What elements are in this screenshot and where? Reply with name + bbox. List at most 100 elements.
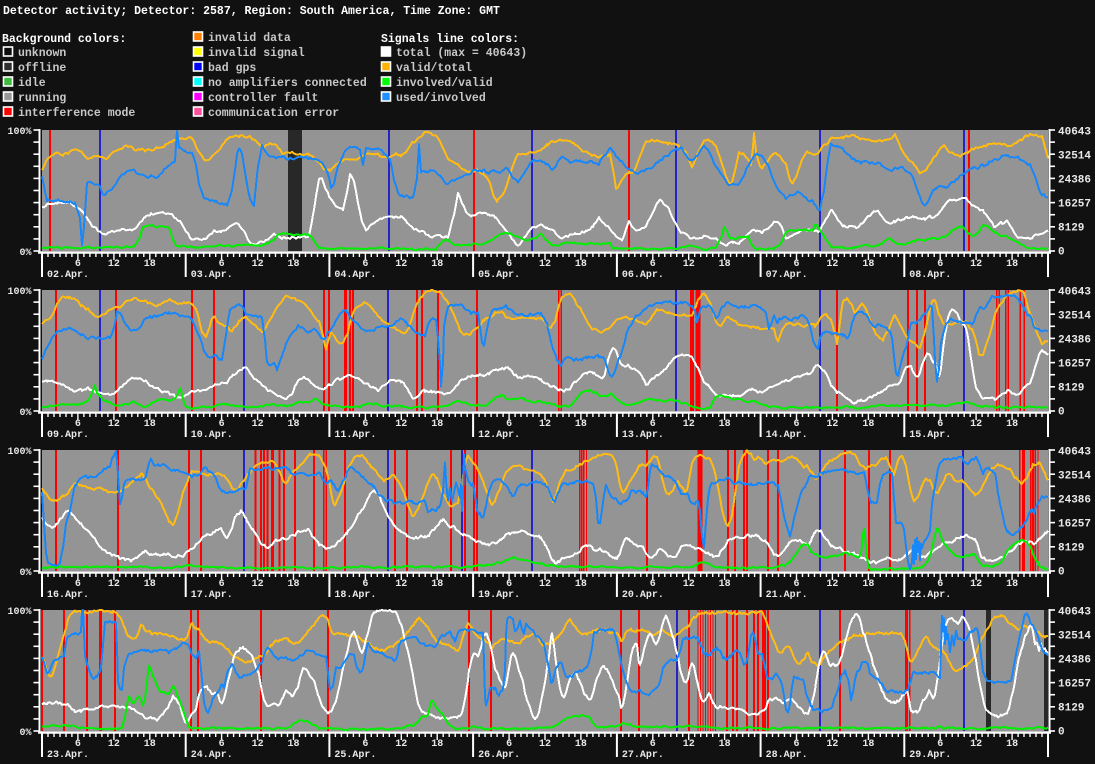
svg-text:12: 12 bbox=[539, 259, 551, 270]
svg-text:6: 6 bbox=[219, 739, 225, 750]
svg-text:0%: 0% bbox=[19, 248, 31, 259]
svg-text:18: 18 bbox=[1006, 419, 1018, 430]
svg-text:24386: 24386 bbox=[1058, 655, 1091, 667]
svg-text:12: 12 bbox=[826, 259, 838, 270]
svg-text:12: 12 bbox=[826, 419, 838, 430]
svg-text:24.Apr.: 24.Apr. bbox=[191, 750, 233, 761]
svg-text:6: 6 bbox=[219, 419, 225, 430]
svg-text:18: 18 bbox=[1006, 259, 1018, 270]
svg-text:18.Apr.: 18.Apr. bbox=[334, 590, 376, 601]
svg-text:6: 6 bbox=[75, 259, 81, 270]
svg-text:8129: 8129 bbox=[1058, 383, 1084, 395]
svg-text:22.Apr.: 22.Apr. bbox=[909, 590, 951, 601]
svg-text:18: 18 bbox=[862, 419, 874, 430]
svg-text:05.Apr.: 05.Apr. bbox=[478, 270, 520, 281]
svg-text:6: 6 bbox=[937, 259, 943, 270]
svg-text:28.Apr.: 28.Apr. bbox=[766, 750, 808, 761]
svg-text:12: 12 bbox=[395, 259, 407, 270]
svg-text:controller fault: controller fault bbox=[208, 92, 318, 105]
svg-text:12: 12 bbox=[252, 739, 264, 750]
svg-text:6: 6 bbox=[75, 419, 81, 430]
svg-text:15.Apr.: 15.Apr. bbox=[909, 430, 951, 441]
svg-text:07.Apr.: 07.Apr. bbox=[766, 270, 808, 281]
svg-text:involved/valid: involved/valid bbox=[396, 77, 493, 90]
svg-text:18: 18 bbox=[144, 579, 156, 590]
svg-text:total (max = 40643): total (max = 40643) bbox=[396, 47, 527, 60]
svg-text:18: 18 bbox=[144, 419, 156, 430]
svg-text:18: 18 bbox=[862, 579, 874, 590]
svg-text:17.Apr.: 17.Apr. bbox=[191, 590, 233, 601]
svg-text:18: 18 bbox=[431, 259, 443, 270]
svg-text:bad gps: bad gps bbox=[208, 62, 256, 75]
svg-text:16.Apr.: 16.Apr. bbox=[47, 590, 89, 601]
svg-text:valid/total: valid/total bbox=[396, 62, 472, 75]
svg-text:26.Apr.: 26.Apr. bbox=[478, 750, 520, 761]
svg-text:27.Apr.: 27.Apr. bbox=[622, 750, 664, 761]
svg-text:0: 0 bbox=[1058, 567, 1065, 579]
svg-text:18: 18 bbox=[287, 579, 299, 590]
svg-text:18: 18 bbox=[144, 259, 156, 270]
svg-text:18: 18 bbox=[719, 419, 731, 430]
svg-text:6: 6 bbox=[650, 259, 656, 270]
svg-text:18: 18 bbox=[1006, 579, 1018, 590]
svg-text:6: 6 bbox=[506, 419, 512, 430]
svg-text:12: 12 bbox=[539, 739, 551, 750]
svg-text:6: 6 bbox=[650, 739, 656, 750]
svg-text:12: 12 bbox=[970, 259, 982, 270]
svg-text:18: 18 bbox=[575, 259, 587, 270]
svg-text:6: 6 bbox=[937, 419, 943, 430]
svg-text:40643: 40643 bbox=[1058, 607, 1091, 619]
svg-text:13.Apr.: 13.Apr. bbox=[622, 430, 664, 441]
svg-text:18: 18 bbox=[287, 739, 299, 750]
svg-text:Detector activity; Detector: 2: Detector activity; Detector: 2587, Regio… bbox=[3, 5, 500, 18]
svg-text:12: 12 bbox=[970, 419, 982, 430]
svg-text:40643: 40643 bbox=[1058, 287, 1091, 299]
svg-text:24386: 24386 bbox=[1058, 175, 1091, 187]
svg-text:29.Apr.: 29.Apr. bbox=[909, 750, 951, 761]
svg-text:8129: 8129 bbox=[1058, 543, 1084, 555]
svg-text:0%: 0% bbox=[19, 568, 31, 579]
svg-text:16257: 16257 bbox=[1058, 359, 1091, 371]
svg-text:25.Apr.: 25.Apr. bbox=[334, 750, 376, 761]
svg-text:6: 6 bbox=[506, 739, 512, 750]
svg-text:23.Apr.: 23.Apr. bbox=[47, 750, 89, 761]
svg-text:18: 18 bbox=[287, 259, 299, 270]
svg-text:6: 6 bbox=[75, 739, 81, 750]
svg-text:100%: 100% bbox=[7, 447, 31, 458]
svg-text:12: 12 bbox=[539, 579, 551, 590]
svg-text:16257: 16257 bbox=[1058, 679, 1091, 691]
svg-text:12: 12 bbox=[683, 259, 695, 270]
svg-text:offline: offline bbox=[18, 62, 66, 75]
svg-text:24386: 24386 bbox=[1058, 335, 1091, 347]
svg-text:12: 12 bbox=[970, 739, 982, 750]
svg-text:12: 12 bbox=[395, 739, 407, 750]
svg-text:6: 6 bbox=[219, 259, 225, 270]
svg-text:6: 6 bbox=[937, 579, 943, 590]
svg-text:40643: 40643 bbox=[1058, 447, 1091, 459]
svg-text:09.Apr.: 09.Apr. bbox=[47, 430, 89, 441]
svg-text:40643: 40643 bbox=[1058, 127, 1091, 139]
svg-text:18: 18 bbox=[719, 259, 731, 270]
svg-text:18: 18 bbox=[431, 739, 443, 750]
svg-text:12: 12 bbox=[539, 419, 551, 430]
svg-text:no amplifiers connected: no amplifiers connected bbox=[208, 77, 367, 90]
svg-text:11.Apr.: 11.Apr. bbox=[334, 430, 376, 441]
svg-text:6: 6 bbox=[362, 419, 368, 430]
svg-text:18: 18 bbox=[431, 419, 443, 430]
svg-text:12: 12 bbox=[826, 739, 838, 750]
svg-text:6: 6 bbox=[650, 579, 656, 590]
svg-text:12: 12 bbox=[826, 579, 838, 590]
svg-text:Background colors:: Background colors: bbox=[2, 33, 126, 46]
svg-text:6: 6 bbox=[506, 259, 512, 270]
svg-text:communication error: communication error bbox=[208, 107, 339, 120]
svg-text:12: 12 bbox=[683, 739, 695, 750]
svg-text:14.Apr.: 14.Apr. bbox=[766, 430, 808, 441]
svg-text:0: 0 bbox=[1058, 407, 1065, 419]
svg-text:12: 12 bbox=[252, 419, 264, 430]
svg-text:running: running bbox=[18, 92, 66, 105]
svg-text:16257: 16257 bbox=[1058, 199, 1091, 211]
svg-text:100%: 100% bbox=[7, 127, 31, 138]
svg-text:0%: 0% bbox=[19, 728, 31, 739]
svg-text:100%: 100% bbox=[7, 287, 31, 298]
svg-text:18: 18 bbox=[719, 739, 731, 750]
